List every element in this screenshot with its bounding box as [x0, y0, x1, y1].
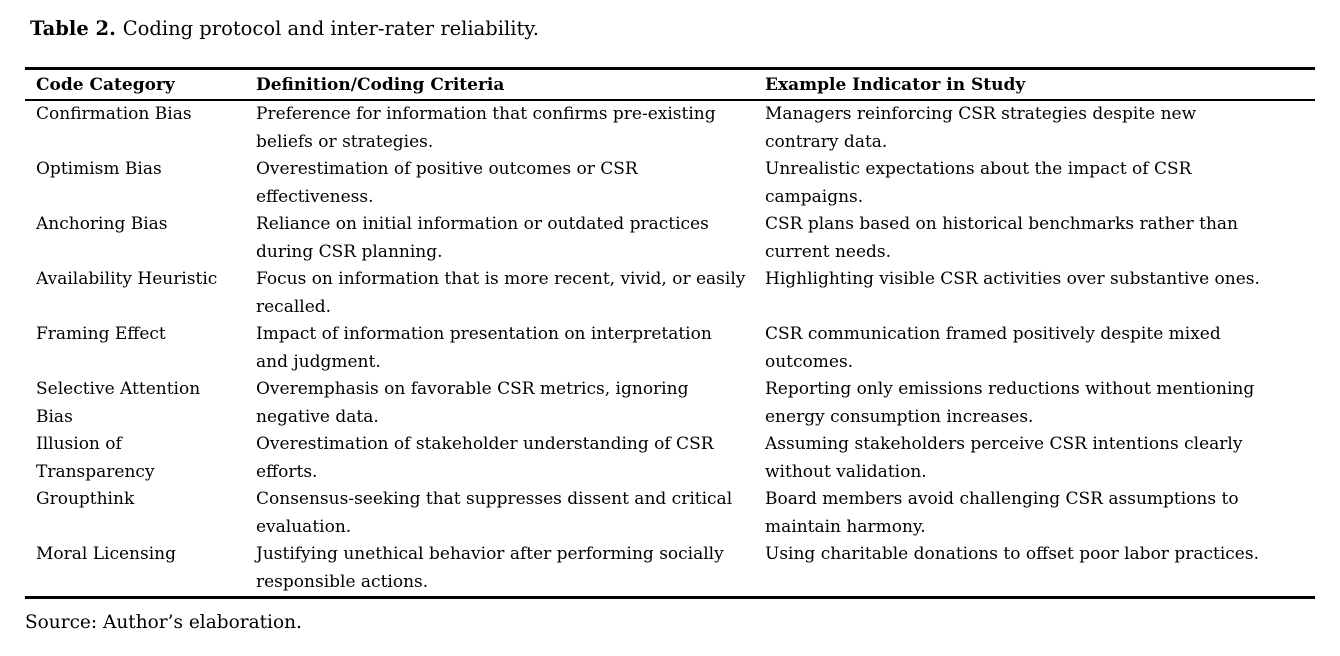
cell-category: Selective Attention Bias [36, 379, 201, 427]
cell-category: Moral Licensing [36, 544, 176, 564]
cell-definition: Overestimation of positive outcomes or C… [256, 159, 638, 207]
cell-definition: Overestimation of stakeholder understand… [256, 434, 714, 482]
cell-example: Reporting only emissions reductions with… [765, 379, 1255, 427]
cell-definition: Consensus-seeking that suppresses dissen… [256, 489, 733, 537]
cell-category: Confirmation Bias [36, 104, 192, 124]
cell-example: CSR communication framed positively desp… [765, 324, 1221, 372]
cell-category: Illusion of Transparency [36, 434, 155, 482]
cell-category: Groupthink [36, 489, 135, 509]
cell-example: Board members avoid challenging CSR assu… [765, 489, 1239, 537]
cell-category: Availability Heuristic [36, 269, 218, 289]
table-row: Anchoring Bias Reliance on initial inform… [25, 211, 1315, 266]
table-row: Optimism Bias Overestimation of positive … [25, 156, 1315, 211]
coding-protocol-table: Code Category Definition/Coding Criteria… [25, 67, 1315, 599]
cell-definition: Preference for information that confirms… [256, 104, 716, 152]
cell-example: Assuming stakeholders perceive CSR inten… [765, 434, 1243, 482]
cell-category: Anchoring Bias [36, 214, 168, 234]
table-caption-text: Coding protocol and inter-rater reliabil… [122, 17, 539, 40]
cell-definition: Overemphasis on favorable CSR metrics, i… [256, 379, 689, 427]
cell-definition: Justifying unethical behavior after perf… [256, 544, 724, 592]
cell-definition: Reliance on initial information or outda… [256, 214, 709, 262]
cell-definition: Impact of information presentation on in… [256, 324, 712, 372]
header-row: Code Category Definition/Coding Criteria… [25, 69, 1315, 100]
table-body: Confirmation Bias Preference for informat… [25, 100, 1315, 598]
table-row: Illusion of Transparency Overestimation o… [25, 431, 1315, 486]
table-row: Selective Attention Bias Overemphasis on … [25, 376, 1315, 431]
table-head: Code Category Definition/Coding Criteria… [25, 69, 1315, 100]
table-row: Availability Heuristic Focus on informati… [25, 266, 1315, 321]
source-note: Source: Author’s elaboration. [25, 612, 302, 633]
table-row: Confirmation Bias Preference for informat… [25, 100, 1315, 156]
header-code-category: Code Category [36, 75, 175, 95]
header-definition-coding-criteria: Definition/Coding Criteria [256, 75, 505, 95]
cell-category: Framing Effect [36, 324, 166, 344]
cell-category: Optimism Bias [36, 159, 162, 179]
cell-example: Using charitable donations to offset poo… [765, 544, 1259, 564]
cell-example: CSR plans based on historical benchmarks… [765, 214, 1238, 262]
table-row: Framing Effect Impact of information pres… [25, 321, 1315, 376]
cell-example: Managers reinforcing CSR strategies desp… [765, 104, 1197, 152]
header-example-indicator: Example Indicator in Study [765, 75, 1026, 95]
table-row: Moral Licensing Justifying unethical beha… [25, 541, 1315, 598]
cell-example: Highlighting visible CSR activities over… [765, 269, 1260, 289]
table-row: Groupthink Consensus-seeking that suppres… [25, 486, 1315, 541]
table-caption: Table 2. Coding protocol and inter-rater … [30, 14, 1315, 44]
cell-definition: Focus on information that is more recent… [256, 269, 746, 317]
cell-example: Unrealistic expectations about the impac… [765, 159, 1192, 207]
table-caption-label: Table 2. [30, 17, 116, 40]
